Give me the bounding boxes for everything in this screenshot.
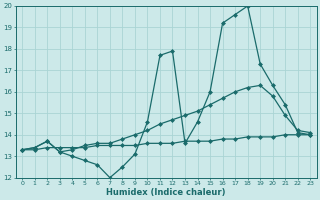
X-axis label: Humidex (Indice chaleur): Humidex (Indice chaleur)	[107, 188, 226, 197]
